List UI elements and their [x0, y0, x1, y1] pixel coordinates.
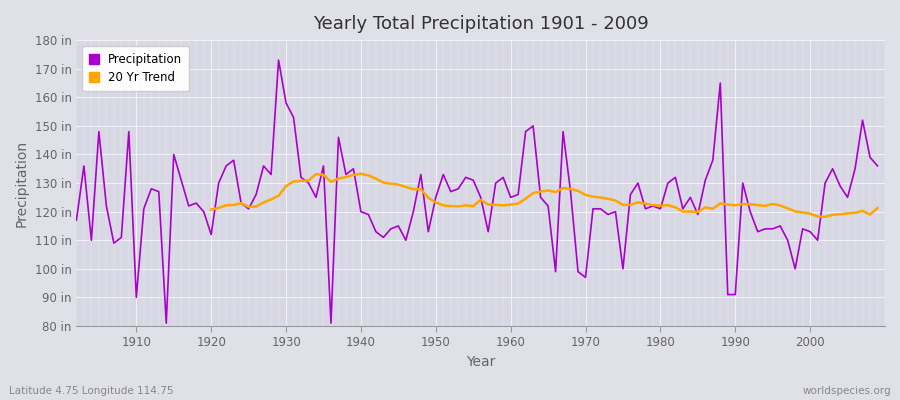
20 Yr Trend [678, 209, 688, 214]
Line: Precipitation: Precipitation [69, 60, 878, 323]
Precipitation [303, 181, 314, 186]
Legend: Precipitation, 20 Yr Trend: Precipitation, 20 Yr Trend [82, 46, 190, 91]
Precipitation [872, 164, 883, 168]
20 Yr Trend [768, 202, 778, 206]
Precipitation [123, 129, 134, 134]
Precipitation [161, 321, 172, 326]
Precipitation [610, 209, 621, 214]
Title: Yearly Total Precipitation 1901 - 2009: Yearly Total Precipitation 1901 - 2009 [313, 15, 649, 33]
X-axis label: Year: Year [466, 355, 495, 369]
Precipitation [348, 166, 359, 171]
20 Yr Trend [857, 208, 868, 213]
20 Yr Trend [206, 207, 217, 212]
Precipitation [513, 192, 524, 197]
Line: 20 Yr Trend: 20 Yr Trend [212, 174, 878, 217]
20 Yr Trend [416, 187, 427, 192]
20 Yr Trend [295, 178, 306, 183]
Y-axis label: Precipitation: Precipitation [15, 140, 29, 227]
20 Yr Trend [782, 206, 793, 211]
Text: worldspecies.org: worldspecies.org [803, 386, 891, 396]
20 Yr Trend [820, 214, 831, 219]
Precipitation [274, 58, 284, 62]
Precipitation [64, 212, 75, 217]
Text: Latitude 4.75 Longitude 114.75: Latitude 4.75 Longitude 114.75 [9, 386, 174, 396]
20 Yr Trend [872, 206, 883, 210]
Precipitation [520, 129, 531, 134]
20 Yr Trend [356, 171, 366, 176]
